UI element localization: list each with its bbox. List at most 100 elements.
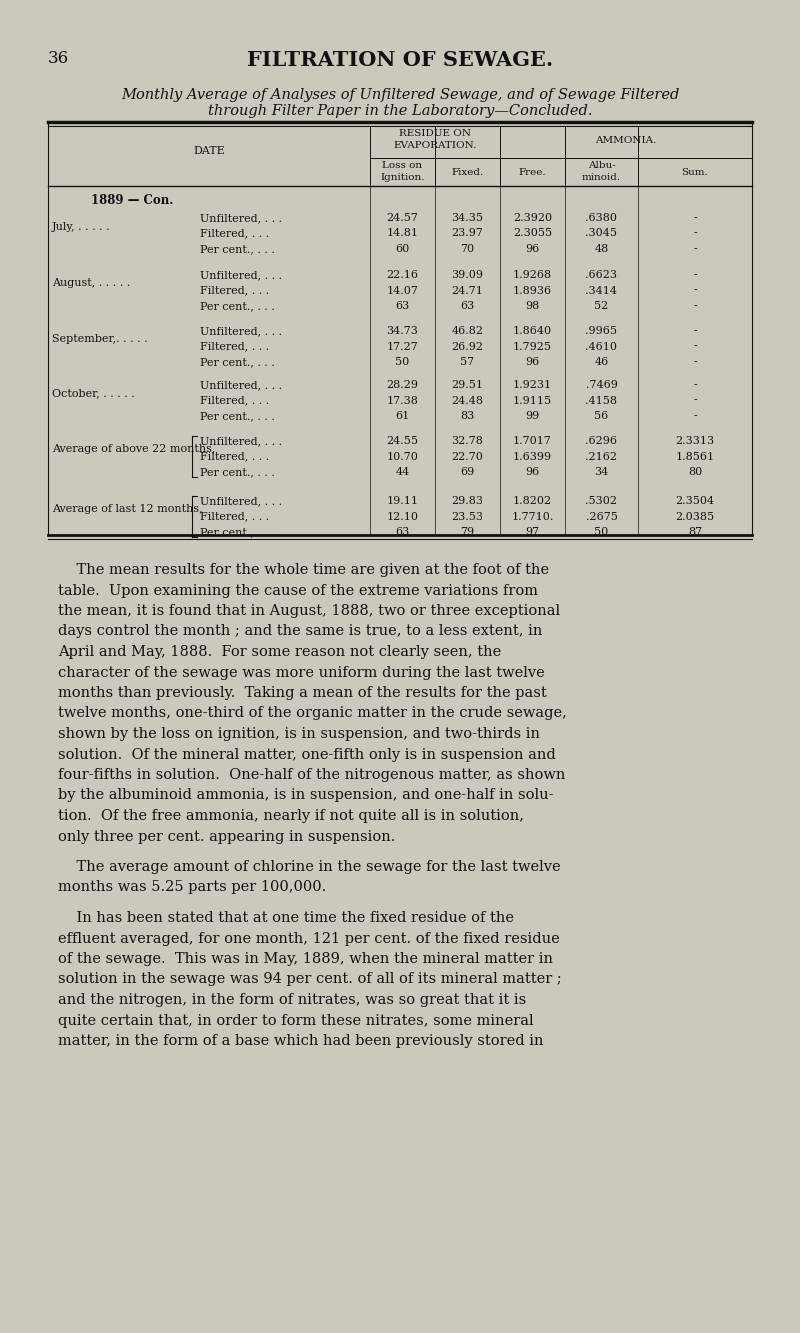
Text: 29.51: 29.51: [451, 380, 483, 391]
Text: 29.83: 29.83: [451, 496, 483, 507]
Text: 23.53: 23.53: [451, 512, 483, 521]
Text: 24.48: 24.48: [451, 396, 483, 405]
Text: 50: 50: [594, 527, 609, 537]
Text: four-fifths in solution.  One-half of the nitrogenous matter, as shown: four-fifths in solution. One-half of the…: [58, 768, 566, 782]
Text: 24.55: 24.55: [386, 436, 418, 447]
Text: RESIDUE ON
EVAPORATION.: RESIDUE ON EVAPORATION.: [394, 129, 477, 151]
Text: Filtered, . . .: Filtered, . . .: [200, 512, 270, 521]
Text: quite certain that, in order to form these nitrates, some mineral: quite certain that, in order to form the…: [58, 1013, 534, 1028]
Text: -: -: [693, 228, 697, 239]
Text: DATE: DATE: [193, 147, 225, 156]
Text: 52: 52: [594, 301, 609, 311]
Text: 1.9231: 1.9231: [513, 380, 552, 391]
Text: 79: 79: [461, 527, 474, 537]
Text: shown by the loss on ignition, is in suspension, and two-thirds in: shown by the loss on ignition, is in sus…: [58, 726, 540, 741]
Text: Per cent., . . .: Per cent., . . .: [200, 527, 275, 537]
Text: Per cent., . . .: Per cent., . . .: [200, 357, 275, 367]
Text: 22.16: 22.16: [386, 271, 418, 280]
Text: September,. . . . .: September,. . . . .: [52, 335, 148, 344]
Text: 34.73: 34.73: [386, 327, 418, 336]
Text: 63: 63: [460, 301, 474, 311]
Text: character of the sewage was more uniform during the last twelve: character of the sewage was more uniform…: [58, 665, 545, 680]
Text: 87: 87: [688, 527, 702, 537]
Text: Sum.: Sum.: [682, 168, 708, 177]
Text: 96: 96: [526, 357, 540, 367]
Text: -: -: [693, 327, 697, 336]
Text: 34: 34: [594, 467, 609, 477]
Text: .3414: .3414: [586, 285, 618, 296]
Text: .7469: .7469: [586, 380, 618, 391]
Text: .2162: .2162: [586, 452, 618, 461]
Text: AMMONIA.: AMMONIA.: [595, 136, 657, 145]
Text: 63: 63: [395, 527, 410, 537]
Text: 1.8936: 1.8936: [513, 285, 552, 296]
Text: The average amount of chlorine in the sewage for the last twelve: The average amount of chlorine in the se…: [58, 860, 561, 874]
Text: Filtered, . . .: Filtered, . . .: [200, 341, 270, 352]
Text: -: -: [693, 244, 697, 255]
Text: 34.35: 34.35: [451, 213, 483, 223]
Text: Filtered, . . .: Filtered, . . .: [200, 228, 270, 239]
Text: -: -: [693, 396, 697, 405]
Text: 1.8640: 1.8640: [513, 327, 552, 336]
Text: 1.7017: 1.7017: [513, 436, 552, 447]
Text: 98: 98: [526, 301, 540, 311]
Text: 63: 63: [395, 301, 410, 311]
Text: Average of above 22 months,: Average of above 22 months,: [52, 444, 215, 455]
Text: 60: 60: [395, 244, 410, 255]
Text: April and May, 1888.  For some reason not clearly seen, the: April and May, 1888. For some reason not…: [58, 645, 502, 659]
Text: only three per cent. appearing in suspension.: only three per cent. appearing in suspen…: [58, 829, 395, 844]
Text: 14.81: 14.81: [386, 228, 418, 239]
Text: effluent averaged, for one month, 121 per cent. of the fixed residue: effluent averaged, for one month, 121 pe…: [58, 932, 560, 945]
Text: 24.71: 24.71: [451, 285, 483, 296]
Text: Monthly Average of Analyses of Unfiltered Sewage, and of Sewage Filtered: Monthly Average of Analyses of Unfiltere…: [121, 88, 679, 103]
Text: 46.82: 46.82: [451, 327, 483, 336]
Text: August, . . . . .: August, . . . . .: [52, 279, 130, 288]
Text: 19.11: 19.11: [386, 496, 418, 507]
Text: 39.09: 39.09: [451, 271, 483, 280]
Text: Fixed.: Fixed.: [451, 168, 484, 177]
Text: table.  Upon examining the cause of the extreme variations from: table. Upon examining the cause of the e…: [58, 584, 538, 597]
Text: 2.3920: 2.3920: [513, 213, 552, 223]
Text: the mean, it is found that in August, 1888, two or three exceptional: the mean, it is found that in August, 18…: [58, 604, 560, 619]
Text: 17.27: 17.27: [386, 341, 418, 352]
Text: Unfiltered, . . .: Unfiltered, . . .: [200, 271, 282, 280]
Text: 1889 — Con.: 1889 — Con.: [91, 195, 173, 207]
Text: 70: 70: [461, 244, 474, 255]
Text: Unfiltered, . . .: Unfiltered, . . .: [200, 380, 282, 391]
Text: 80: 80: [688, 467, 702, 477]
Text: Unfiltered, . . .: Unfiltered, . . .: [200, 213, 282, 223]
Text: 10.70: 10.70: [386, 452, 418, 461]
Text: -: -: [693, 341, 697, 352]
Text: tion.  Of the free ammonia, nearly if not quite all is in solution,: tion. Of the free ammonia, nearly if not…: [58, 809, 524, 822]
Text: -: -: [693, 380, 697, 391]
Text: .9965: .9965: [586, 327, 618, 336]
Text: October, . . . . .: October, . . . . .: [52, 388, 134, 399]
Text: twelve months, one-third of the organic matter in the crude sewage,: twelve months, one-third of the organic …: [58, 706, 567, 721]
Text: Filtered, . . .: Filtered, . . .: [200, 452, 270, 461]
Text: 96: 96: [526, 244, 540, 255]
Text: FILTRATION OF SEWAGE.: FILTRATION OF SEWAGE.: [247, 51, 553, 71]
Text: .3045: .3045: [586, 228, 618, 239]
Text: 1.8561: 1.8561: [675, 452, 714, 461]
Text: Filtered, . . .: Filtered, . . .: [200, 285, 270, 296]
Text: -: -: [693, 285, 697, 296]
Text: months than previously.  Taking a mean of the results for the past: months than previously. Taking a mean of…: [58, 686, 546, 700]
Text: 24.57: 24.57: [386, 213, 418, 223]
Text: 32.78: 32.78: [451, 436, 483, 447]
Text: 50: 50: [395, 357, 410, 367]
Text: 69: 69: [460, 467, 474, 477]
Text: 14.07: 14.07: [386, 285, 418, 296]
Text: matter, in the form of a base which had been previously stored in: matter, in the form of a base which had …: [58, 1034, 543, 1048]
Text: 2.3055: 2.3055: [513, 228, 552, 239]
Text: Unfiltered, . . .: Unfiltered, . . .: [200, 496, 282, 507]
Text: Per cent., . . .: Per cent., . . .: [200, 244, 275, 255]
Text: of the sewage.  This was in May, 1889, when the mineral matter in: of the sewage. This was in May, 1889, wh…: [58, 952, 553, 966]
Text: 48: 48: [594, 244, 609, 255]
Text: 17.38: 17.38: [386, 396, 418, 405]
Text: Unfiltered, . . .: Unfiltered, . . .: [200, 327, 282, 336]
Text: 57: 57: [461, 357, 474, 367]
Text: 1.9115: 1.9115: [513, 396, 552, 405]
Text: 26.92: 26.92: [451, 341, 483, 352]
Text: 61: 61: [395, 411, 410, 421]
Text: Per cent., . . .: Per cent., . . .: [200, 301, 275, 311]
